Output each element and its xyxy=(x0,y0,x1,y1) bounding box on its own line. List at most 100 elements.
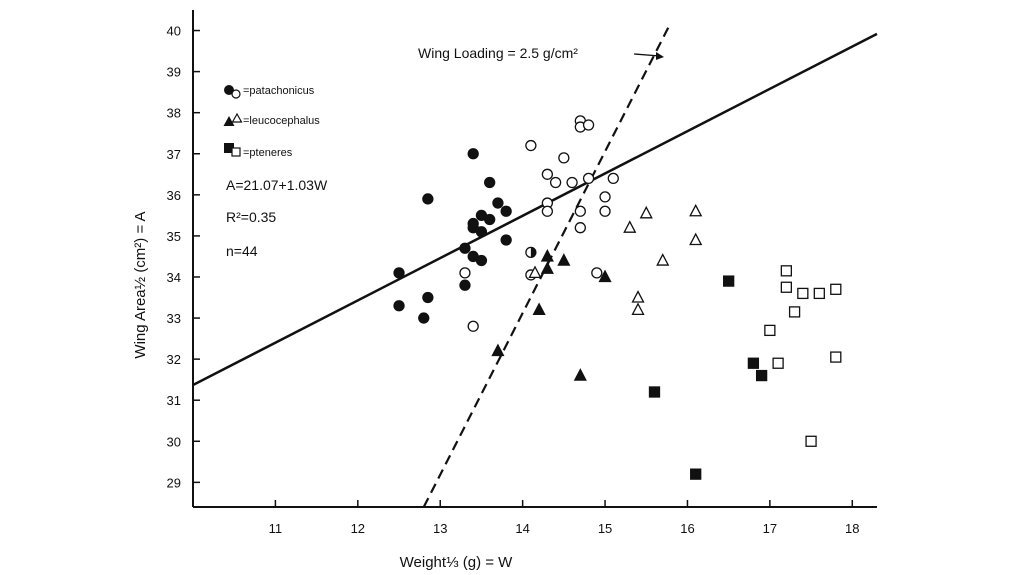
legend-patachonicus-label: =patachonicus xyxy=(243,85,315,97)
legend-pteneres-filled-marker xyxy=(224,143,234,153)
point-leucocephalus-open xyxy=(689,203,703,217)
point-patachonicus-open xyxy=(599,191,611,203)
legend-leucocephalus-open-marker xyxy=(231,112,243,123)
point-patachonicus-filled xyxy=(500,234,512,246)
x-tick-label: 13 xyxy=(433,521,447,536)
point-patachonicus-open xyxy=(558,152,570,164)
point-leucocephalus-filled xyxy=(532,302,546,315)
point-pteneres-open xyxy=(764,324,776,337)
point-patachonicus-open xyxy=(549,176,562,189)
point-patachonicus-filled xyxy=(422,291,434,304)
point-patachonicus-open xyxy=(459,267,471,279)
point-pteneres-open xyxy=(780,265,792,277)
wing-loading-arrowhead xyxy=(656,52,664,60)
point-leucocephalus-filled xyxy=(540,261,554,274)
point-leucocephalus-filled xyxy=(573,368,587,381)
point-patachonicus-open xyxy=(541,205,554,217)
y-tick-label: 37 xyxy=(167,147,181,162)
point-leucocephalus-open xyxy=(656,253,670,266)
y-axis-title: Wing Area½ (cm²) = A xyxy=(132,211,149,358)
point-pteneres-filled xyxy=(648,386,661,398)
point-patachonicus-open xyxy=(574,222,586,234)
legend-patachonicus-open-marker xyxy=(231,89,241,99)
point-patachonicus-open xyxy=(582,119,595,131)
legend-leucocephalus-label: =leucocephalus xyxy=(243,115,320,127)
y-tick-label: 36 xyxy=(167,188,181,203)
point-leucocephalus-filled xyxy=(540,249,554,262)
point-pteneres-open xyxy=(813,287,825,300)
point-pteneres-filled xyxy=(755,369,768,382)
point-patachonicus-open xyxy=(467,320,479,332)
x-tick-label: 11 xyxy=(269,521,283,536)
point-patachonicus-filled xyxy=(422,193,434,205)
point-pteneres-open xyxy=(772,357,784,369)
legend: =patachonicus =leucocephalus =pteneres xyxy=(223,85,320,159)
point-patachonicus-filled xyxy=(492,197,504,209)
point-leucocephalus-filled xyxy=(598,269,612,283)
point-pteneres-filled xyxy=(747,357,760,369)
legend-leucocephalus-filled-marker xyxy=(223,116,235,126)
x-tick-label: 16 xyxy=(680,521,694,536)
r-squared-label: R²=0.35 xyxy=(226,209,276,225)
point-patachonicus-open xyxy=(566,176,578,189)
point-patachonicus-open xyxy=(591,267,603,279)
y-tick-label: 38 xyxy=(167,106,181,121)
x-tick-label: 17 xyxy=(763,521,777,536)
regression-line xyxy=(192,32,878,387)
y-tick-label: 40 xyxy=(167,24,181,39)
wing-loading-arrow xyxy=(633,53,661,57)
regression-equation: A=21.07+1.03W xyxy=(226,177,328,193)
wing-loading-label: Wing Loading = 2.5 g/cm² xyxy=(418,45,578,61)
point-patachonicus-filled xyxy=(484,213,496,226)
point-leucocephalus-filled xyxy=(491,343,505,357)
point-pteneres-open xyxy=(788,306,801,318)
point-patachonicus-half-fill xyxy=(530,247,536,258)
point-patachonicus-open xyxy=(525,139,537,152)
y-tick-label: 34 xyxy=(167,270,181,285)
legend-pteneres-open-marker xyxy=(231,147,241,157)
x-axis-ticks: 11 12 13 14 15 16 17 18 xyxy=(269,500,860,536)
point-patachonicus-filled xyxy=(475,226,488,238)
x-tick-label: 12 xyxy=(351,521,365,536)
point-pteneres-open xyxy=(830,283,842,295)
y-tick-label: 32 xyxy=(167,352,181,367)
x-axis-title: Weight⅓ (g) = W xyxy=(400,554,514,571)
point-leucocephalus-open xyxy=(623,220,637,233)
data-points xyxy=(393,115,842,480)
point-patachonicus-open xyxy=(607,172,619,185)
point-patachonicus-filled xyxy=(459,242,471,254)
point-patachonicus-filled xyxy=(393,267,405,279)
point-leucocephalus-open xyxy=(631,302,645,315)
x-tick-label: 14 xyxy=(515,521,529,536)
point-patachonicus-filled xyxy=(418,312,430,324)
point-patachonicus-filled xyxy=(467,217,479,230)
y-tick-label: 29 xyxy=(167,475,181,490)
point-patachonicus-filled xyxy=(484,176,496,189)
point-patachonicus-filled xyxy=(475,254,488,267)
point-patachonicus-open xyxy=(582,172,595,185)
point-pteneres-open xyxy=(805,435,817,447)
y-tick-label: 33 xyxy=(167,311,181,326)
point-leucocephalus-open xyxy=(639,205,653,219)
point-pteneres-filled xyxy=(690,468,702,480)
point-leucocephalus-open xyxy=(528,265,542,279)
y-tick-label: 35 xyxy=(167,229,181,244)
point-patachonicus-open xyxy=(599,205,611,217)
point-patachonicus-filled xyxy=(500,205,512,217)
sample-size-label: n=44 xyxy=(226,243,258,259)
y-axis-ticks: 29 30 31 32 33 34 35 36 37 38 39 40 xyxy=(167,24,200,490)
point-leucocephalus-open xyxy=(689,232,703,246)
point-patachonicus-filled xyxy=(393,300,405,312)
point-patachonicus-open xyxy=(574,205,586,217)
x-tick-label: 15 xyxy=(598,521,612,536)
point-patachonicus-open xyxy=(541,168,554,180)
y-tick-label: 39 xyxy=(167,65,181,80)
x-tick-label: 18 xyxy=(845,521,859,536)
y-tick-label: 30 xyxy=(167,434,181,449)
point-patachonicus-filled xyxy=(459,279,471,291)
point-pteneres-filled xyxy=(723,275,735,287)
point-pteneres-open xyxy=(797,287,809,300)
legend-patachonicus-filled-marker xyxy=(224,85,234,95)
point-patachonicus-filled xyxy=(467,148,479,160)
